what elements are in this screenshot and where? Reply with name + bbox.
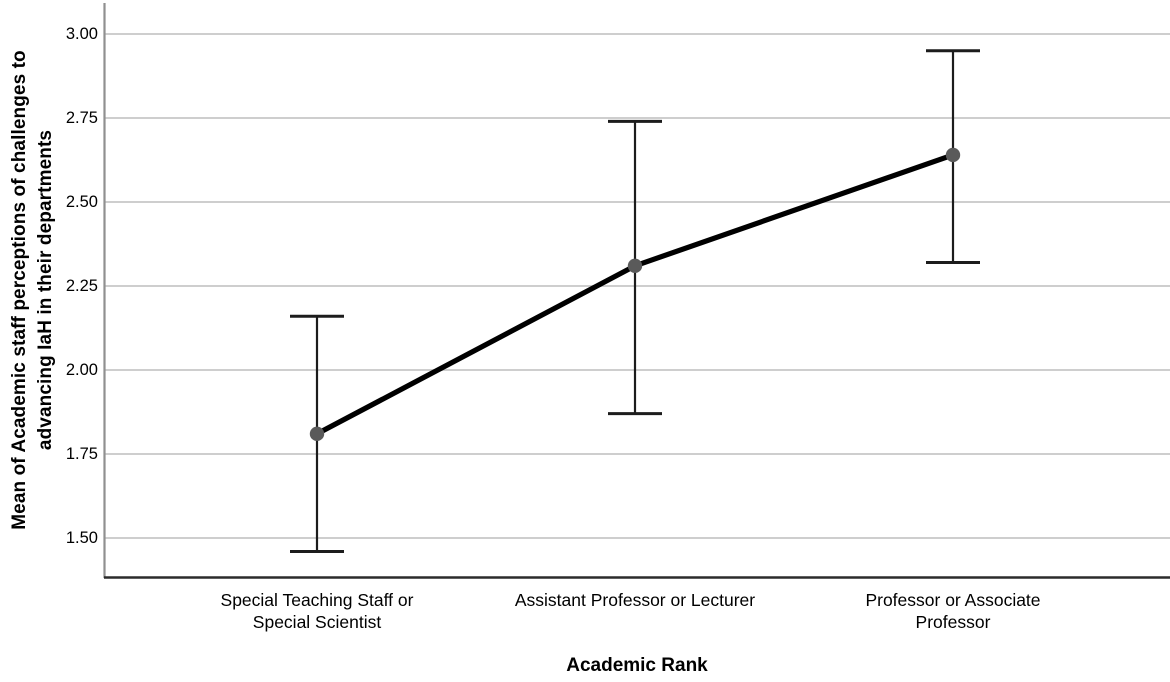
y-tick-label: 2.50 bbox=[65, 193, 98, 211]
x-axis-title: Academic Rank bbox=[566, 655, 708, 676]
data-point-marker bbox=[627, 258, 643, 274]
y-tick-label: 2.25 bbox=[65, 277, 98, 295]
x-category-label: Assistant Professor or Lecturer bbox=[514, 590, 756, 610]
y-tick-label: 2.75 bbox=[65, 109, 98, 127]
y-tick-label: 2.00 bbox=[65, 361, 98, 379]
y-tick-label: 3.00 bbox=[65, 25, 98, 43]
x-category-label: Professor or Associate Professor bbox=[865, 590, 1041, 632]
data-point-marker bbox=[309, 426, 325, 442]
y-tick-label: 1.75 bbox=[65, 445, 98, 463]
x-category-label: Special Teaching Staff or Special Scient… bbox=[220, 590, 414, 632]
y-tick-label: 1.50 bbox=[65, 529, 98, 547]
data-point-marker bbox=[945, 147, 961, 163]
